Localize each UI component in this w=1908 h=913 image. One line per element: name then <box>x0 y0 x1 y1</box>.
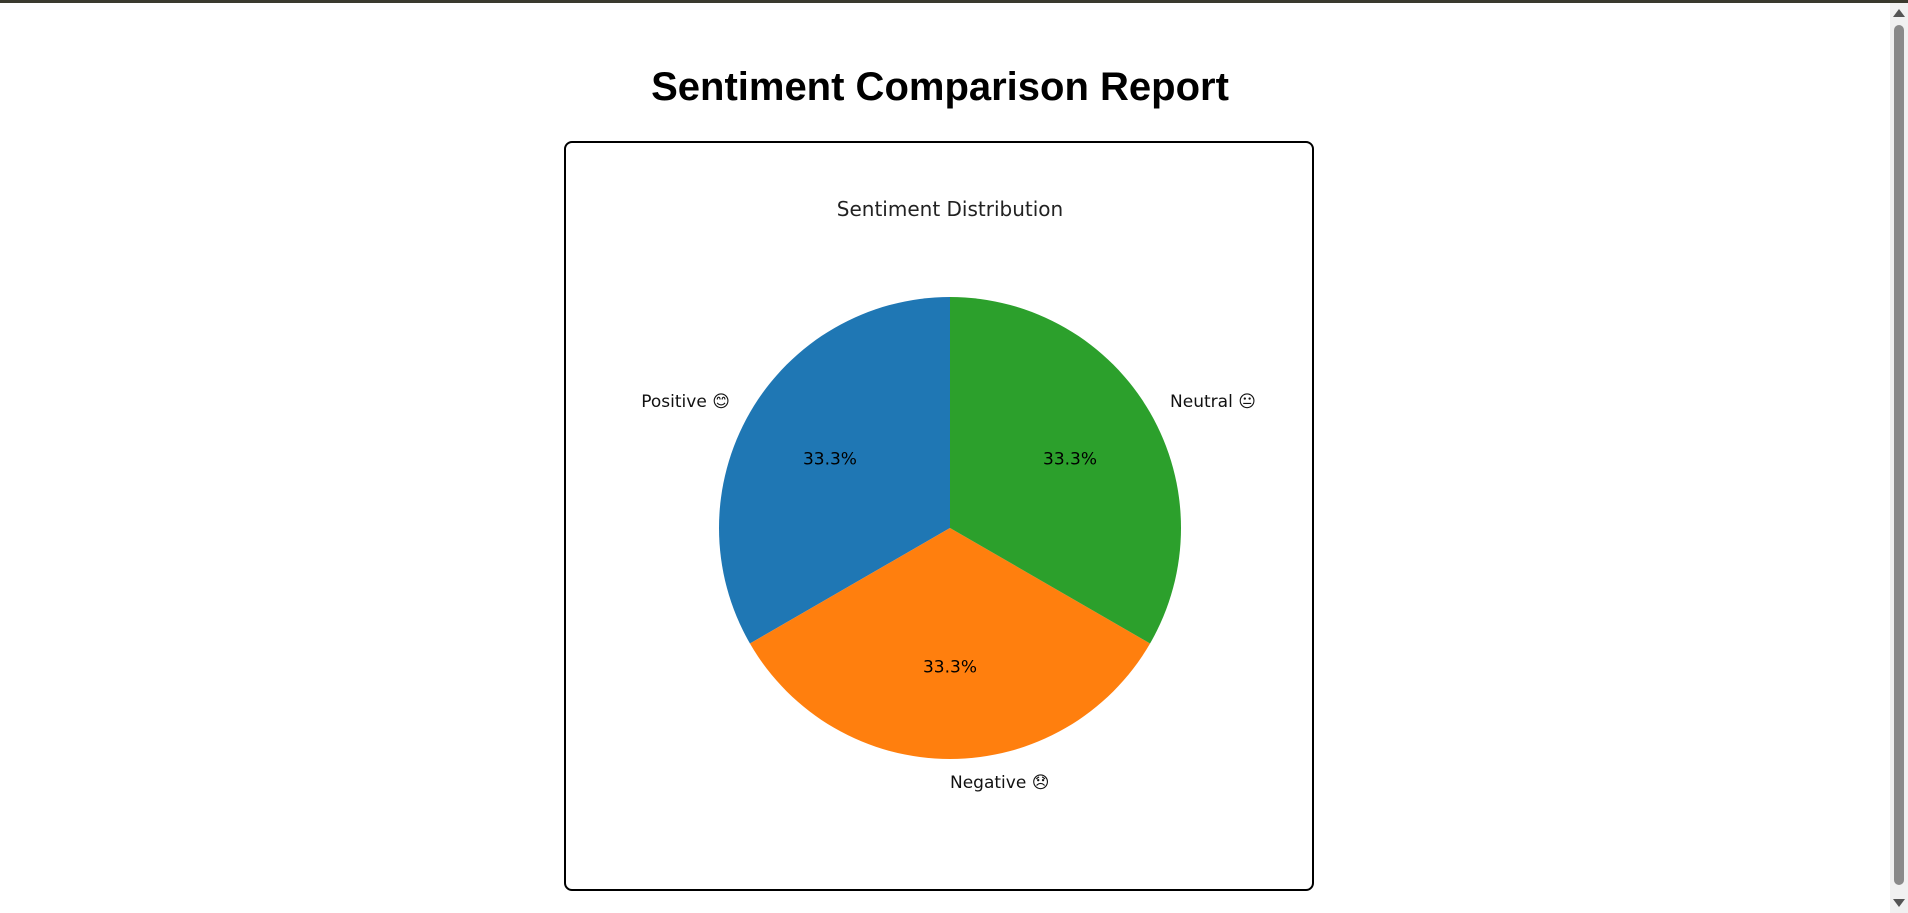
vertical-scrollbar[interactable] <box>1890 3 1908 913</box>
pie-percent-label: 33.3% <box>803 450 857 470</box>
pie-category-labels: Positive 😊 Negative 😞 Neutral 😐 <box>641 392 1256 793</box>
sentiment-pie-chart: Sentiment Distribution 33.3% 33.3% 33.3% P… <box>641 197 1256 793</box>
pie-percent-label: 33.3% <box>1043 450 1097 470</box>
pie-category-label: Positive 😊 <box>641 392 730 412</box>
pie-slice <box>950 297 1181 644</box>
chart-card: Sentiment Distribution 33.3% 33.3% 33.3% P… <box>564 141 1314 891</box>
page-title: Sentiment Comparison Report <box>651 65 1229 109</box>
pie-slice <box>749 528 1151 759</box>
window-top-border <box>0 0 1908 3</box>
pie-category-label: Neutral 😐 <box>1170 392 1256 412</box>
scroll-up-arrow-icon[interactable] <box>1893 9 1905 17</box>
pie-category-label: Negative 😞 <box>950 773 1049 793</box>
pie-slice <box>719 297 950 644</box>
pie-percent-label: 33.3% <box>923 658 977 678</box>
scroll-thumb[interactable] <box>1894 25 1904 885</box>
pie-percent-labels: 33.3% 33.3% 33.3% <box>803 450 1097 678</box>
scroll-down-arrow-icon[interactable] <box>1893 899 1905 907</box>
chart-title: Sentiment Distribution <box>837 197 1063 221</box>
pie-slices <box>719 297 1181 759</box>
report-page: Sentiment Comparison Report Sentiment Di… <box>0 3 1890 913</box>
